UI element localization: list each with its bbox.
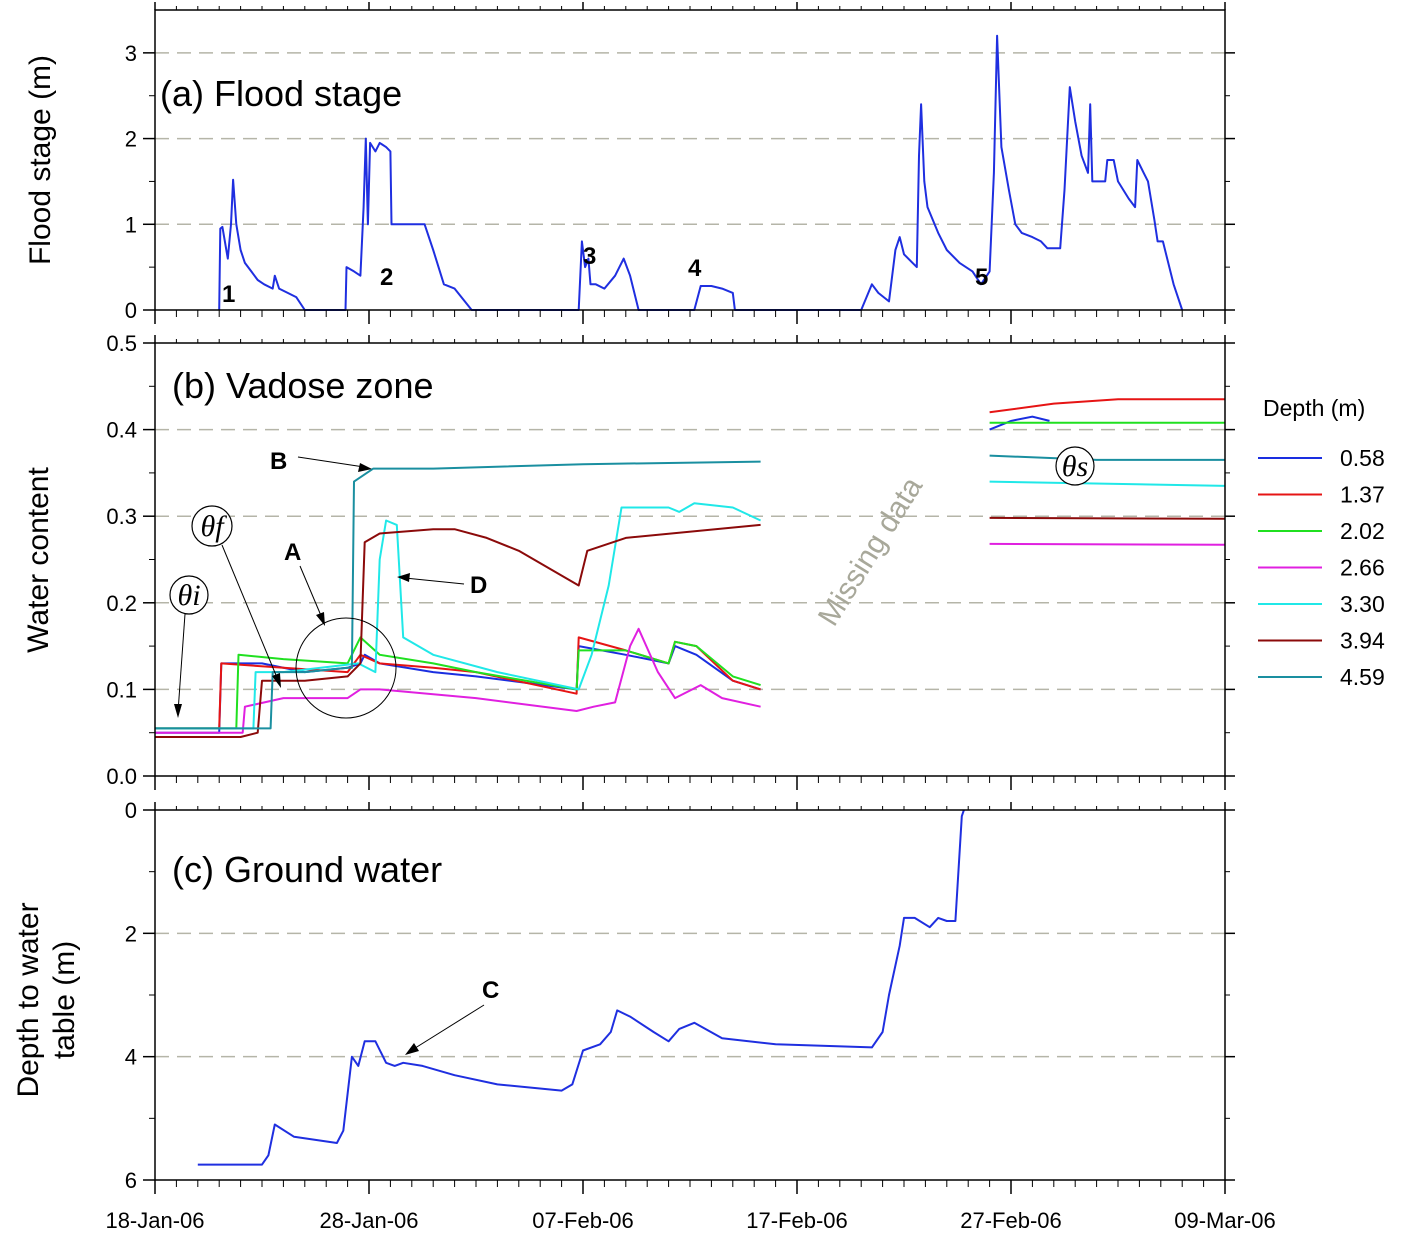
panel-c-ylabel-line2: table (m) [48,941,81,1059]
ytick-label-b-4: 0.4 [106,418,137,443]
panel-b: 0.0 0.1 0.2 0.3 0.4 0.5 (b) Vadose zone Water… [22,331,1235,790]
svg-text:θf: θf [200,510,227,543]
ytick-label-c-2: 4 [125,1045,137,1070]
series-line-b-3.94 [155,523,761,738]
annotation-theta-s: θs [1055,446,1095,486]
series-line-b-3.30 [155,502,762,730]
legend-label-4.59: 4.59 [1340,664,1385,690]
series-line-late-b-4.59 [989,454,1225,461]
annotation-theta-f: θf [191,505,281,688]
svg-text:C: C [482,977,499,1004]
annotation-D: D [397,572,487,599]
ytick-label-c-3: 6 [125,1168,137,1193]
ytick-label-c-1: 2 [125,921,137,946]
svg-text:A: A [284,539,301,566]
series-line-a-0 [218,34,1184,311]
panel-b-gridlines [155,428,1225,691]
annotation-B: B [270,448,372,475]
circle-A [295,617,397,719]
svg-text:D: D [470,572,487,599]
panel-c-title: (c) Ground water [172,849,442,890]
panel-a-gridlines [155,52,1225,226]
panel-c-series [197,809,965,1166]
legend-title: Depth (m) [1263,395,1365,421]
annotation-A: A [284,539,397,719]
series-line-late-b-3.94 [989,516,1226,520]
legend-label-3.94: 3.94 [1340,628,1385,654]
panel-c-y-ticks: 0 2 4 6 [125,798,1235,1194]
ytick-label-a-2: 2 [125,127,137,152]
ytick-label-b-2: 0.2 [106,591,137,616]
xtick-label-2: 07-Feb-06 [532,1208,634,1233]
panel-a-y-ticks: 0 1 2 3 [125,2,1235,324]
event-label-3: 3 [583,243,596,270]
panel-a-series [218,34,1184,311]
annotation-theta-i: θi [169,575,209,718]
depth-legend: Depth (m) 0.58 1.37 2.02 2.66 3.30 3.94 4.59 [1258,395,1385,690]
series-line-b-0.58 [155,645,761,734]
ytick-label-a-3: 3 [125,41,137,66]
series-line-c-0 [197,809,965,1166]
panel-a-ylabel: Flood stage (m) [24,55,57,265]
xtick-label-3: 17-Feb-06 [746,1208,848,1233]
panel-c-gridlines [155,932,1225,1058]
ytick-label-c-0: 0 [125,798,137,823]
ytick-label-a-0: 0 [125,298,137,323]
svg-text:B: B [270,448,287,475]
panel-c: 0 2 4 6 18-Jan-06 28-Jan-06 07-Feb-06 17-Feb-0… [12,798,1276,1233]
series-line-b-2.66 [155,627,761,734]
ytick-label-b-1: 0.1 [106,677,137,702]
ytick-label-a-1: 1 [125,212,137,237]
legend-label-1.37: 1.37 [1340,482,1385,508]
ytick-label-b-3: 0.3 [106,504,137,529]
event-label-4: 4 [688,255,702,282]
panel-b-title: (b) Vadose zone [172,365,434,406]
svg-text:θs: θs [1062,450,1088,483]
legend-label-0.58: 0.58 [1340,445,1385,471]
series-line-late-b-1.37 [989,398,1225,414]
panel-c-ylabel-line1: Depth to water [12,902,45,1097]
series-line-b-4.59 [155,460,761,730]
series-line-late-b-0.58 [989,415,1050,431]
event-label-5: 5 [975,264,988,291]
xtick-label-4: 27-Feb-06 [960,1208,1062,1233]
event-label-1: 1 [222,281,235,308]
panel-a-title: (a) Flood stage [160,73,402,114]
legend-label-3.30: 3.30 [1340,591,1385,617]
xtick-label-1: 28-Jan-06 [319,1208,418,1233]
ytick-label-b-0: 0.0 [106,764,137,789]
panel-b-y-ticks: 0.0 0.1 0.2 0.3 0.4 0.5 [106,331,1235,790]
legend-label-2.02: 2.02 [1340,518,1385,544]
series-line-b-1.37 [155,636,761,730]
series-line-late-b-3.30 [989,480,1226,487]
series-line-late-b-2.66 [989,542,1226,546]
svg-text:θi: θi [177,579,200,612]
annotation-C: C [405,977,499,1055]
panel-b-ylabel: Water content [22,467,55,653]
xtick-label-5: 09-Mar-06 [1174,1208,1275,1233]
panel-a: 0 1 2 3 (a) Flood stage Flood stage (m) 1 2… [24,2,1235,324]
event-label-2: 2 [380,264,393,291]
panel-c-x-ticks: 18-Jan-06 28-Jan-06 07-Feb-06 17-Feb-06 27-F… [105,1208,1275,1233]
ytick-label-b-5: 0.5 [106,331,137,356]
series-line-b-2.02 [155,636,761,730]
panel-b-frame [154,342,1226,777]
legend-label-2.66: 2.66 [1340,555,1385,581]
missing-data-label: Missing data [812,471,929,632]
xtick-label-0: 18-Jan-06 [105,1208,204,1233]
